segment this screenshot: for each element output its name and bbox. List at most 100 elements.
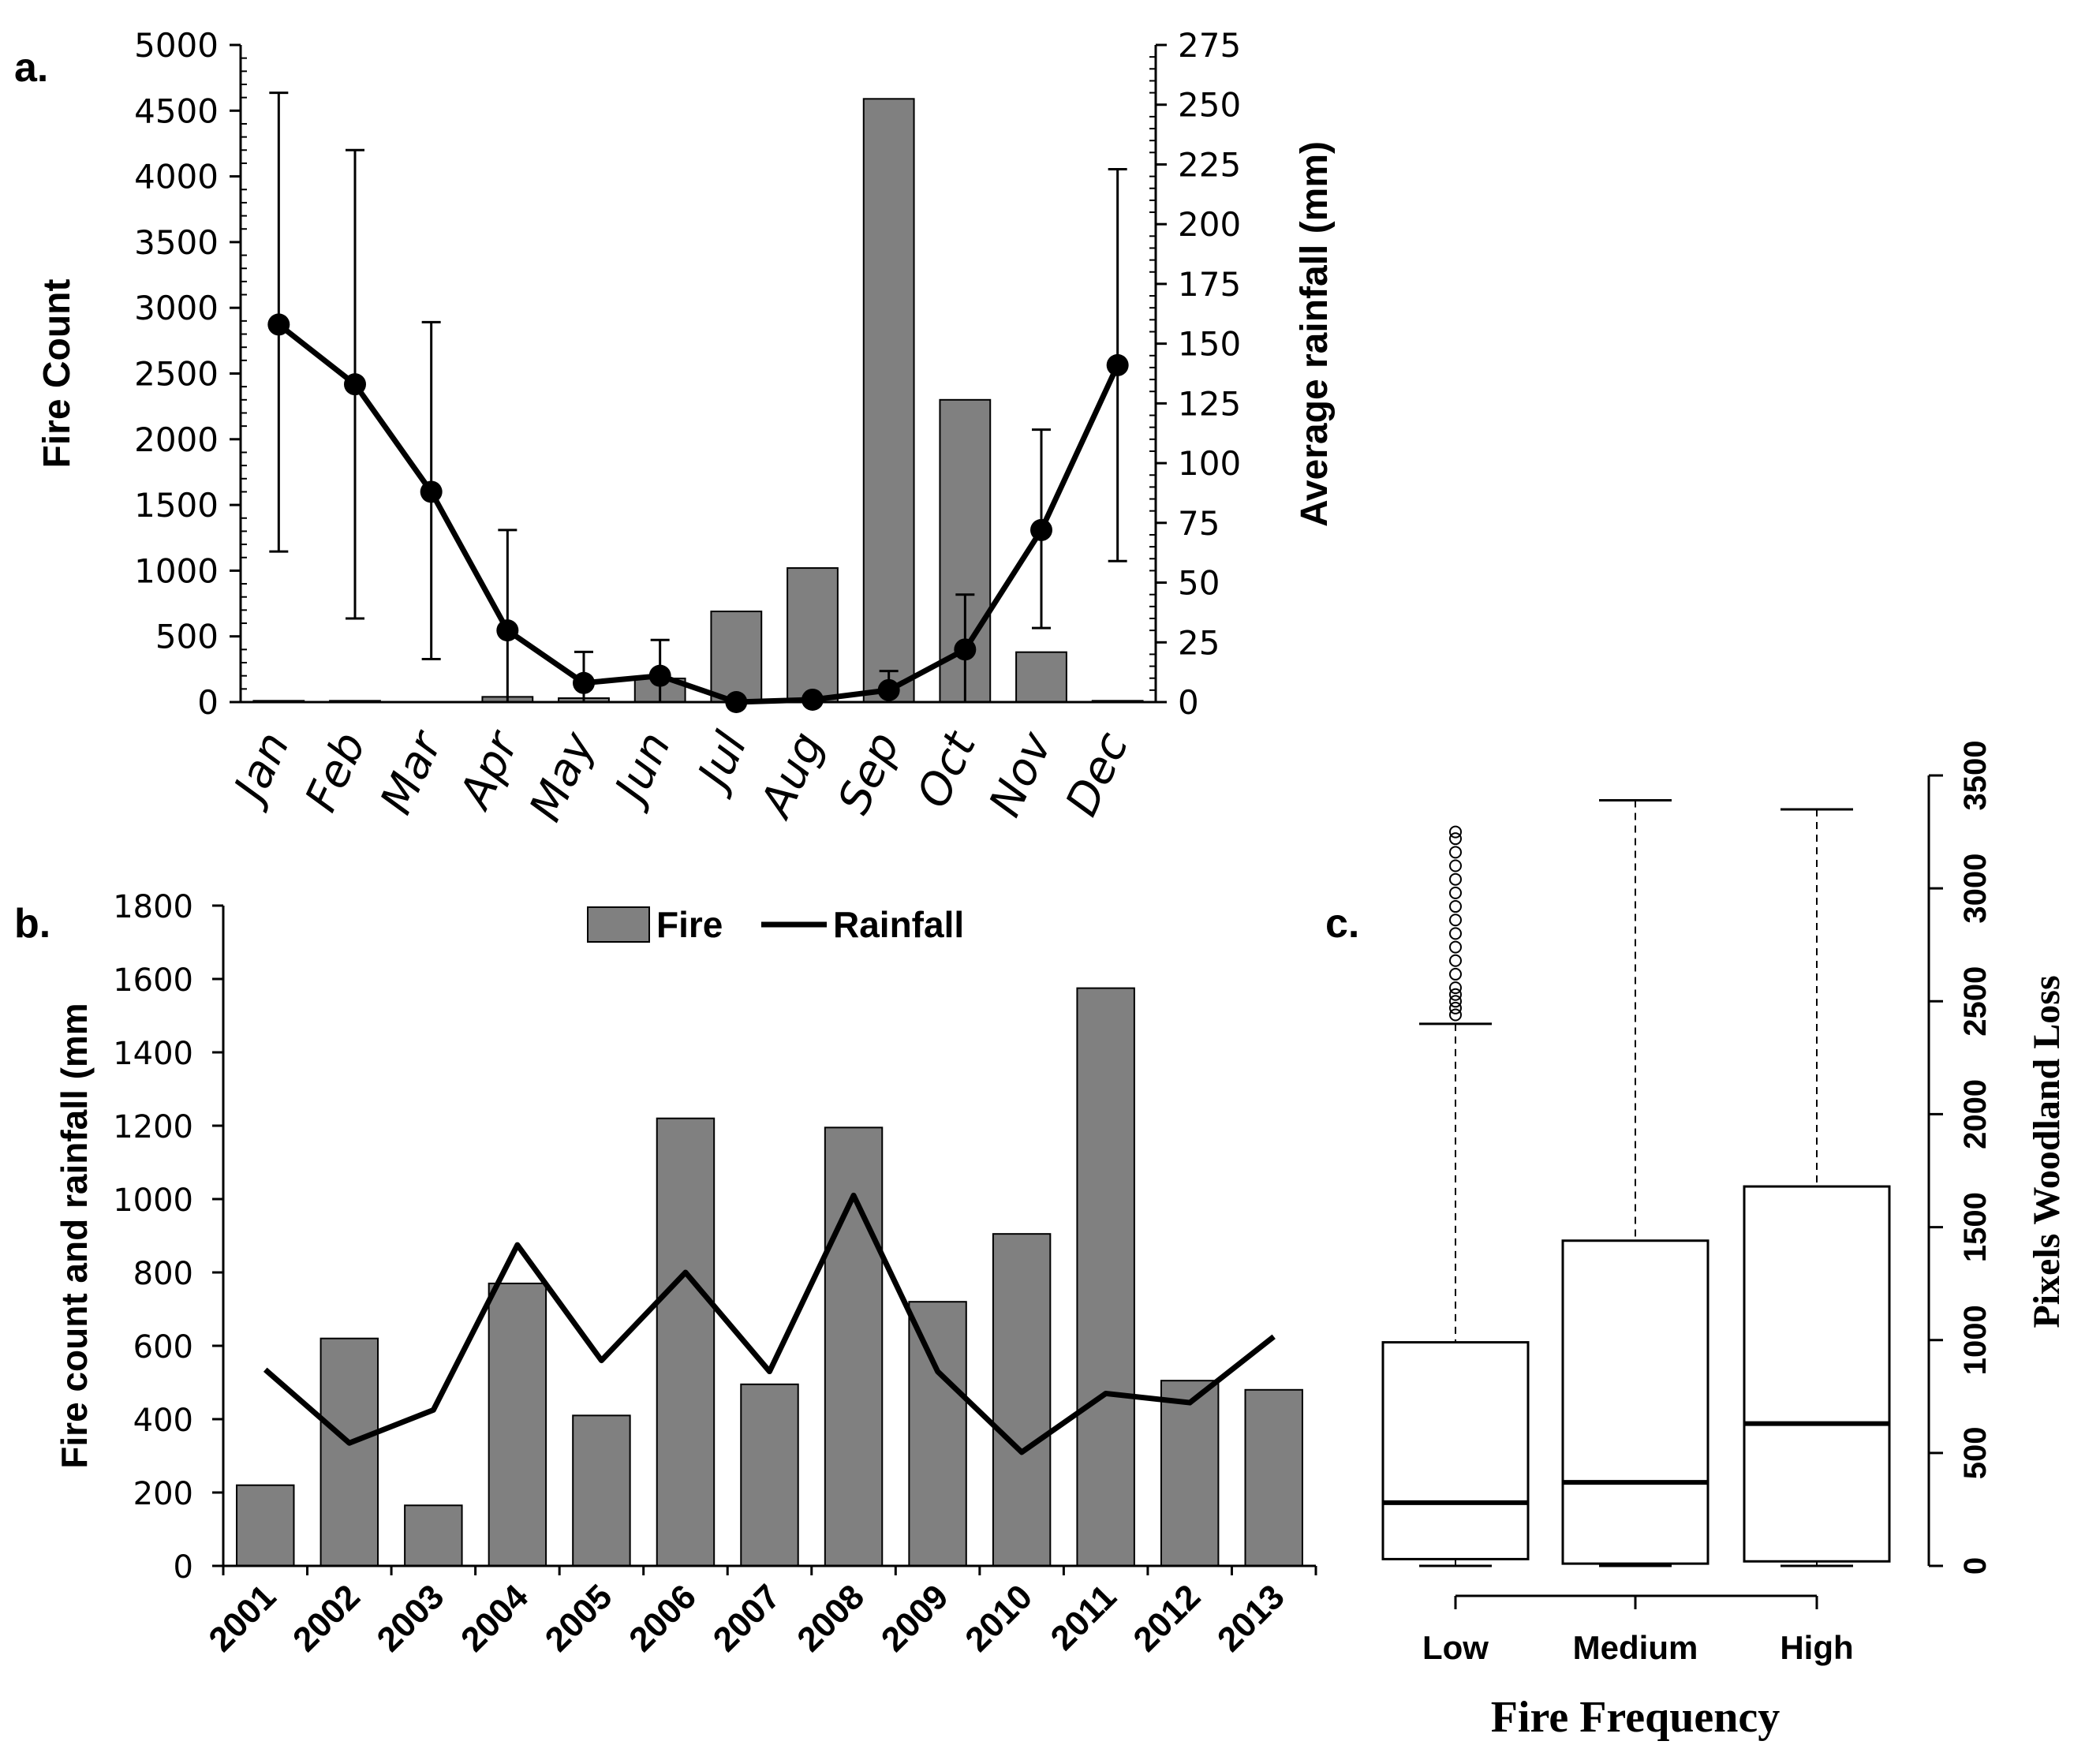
outlier-point-low	[1449, 981, 1462, 995]
right-y-tick-label: 175	[1178, 265, 1241, 304]
panel-c-chart: c. Low Medium High 0 500 1000 1500 2000 2500 3000 3…	[1325, 741, 2068, 1742]
rainfall-point-may	[573, 671, 595, 694]
left-y-tick-label: 2000	[134, 420, 219, 459]
fire-bar-2004	[488, 1282, 547, 1567]
x-category-label: Oct	[907, 723, 987, 816]
right-y-tick-label: 150	[1178, 325, 1241, 364]
box-high	[1743, 1185, 1891, 1563]
outlier-point-low	[1449, 995, 1462, 1008]
right-y-tick-label: 125	[1178, 384, 1241, 423]
x-year-label: 2002	[286, 1577, 368, 1659]
fire-bar-2012	[1160, 1380, 1220, 1567]
x-year-label: 2004	[454, 1577, 536, 1659]
y-tick-label: 1000	[1958, 1305, 1993, 1375]
fire-bar-2006	[656, 1117, 716, 1567]
outlier-point-low	[1449, 988, 1462, 1001]
x-category-label: Low	[1422, 1629, 1489, 1666]
rainfall-point-jul	[725, 691, 748, 713]
rainfall-point-jun	[648, 664, 671, 687]
panel-c-label: c.	[1325, 901, 1359, 947]
outlier-point-low	[1449, 886, 1462, 899]
outlier-point-low	[1449, 832, 1462, 846]
outlier-point-low	[1449, 927, 1462, 940]
fire-bar-2005	[572, 1414, 631, 1567]
x-year-label: 2007	[706, 1577, 788, 1659]
y-axis-title-right: Average rainfall (mm)	[1294, 141, 1336, 527]
y-axis-title: Fire Count	[36, 279, 78, 469]
fire-count-bar-aug	[787, 567, 839, 703]
x-category-label: Apr	[449, 723, 529, 818]
fire-count-bar-jul	[710, 611, 763, 704]
x-category-label: Jan	[221, 724, 300, 815]
panel-a-label: a.	[14, 45, 48, 91]
x-year-label: 2001	[201, 1577, 283, 1659]
panel-b-label: b.	[14, 901, 50, 947]
y-tick-label: 500	[1958, 1426, 1993, 1479]
outlier-point-low	[1449, 846, 1462, 859]
outlier-point-low	[1449, 954, 1462, 967]
right-y-tick-label: 250	[1178, 86, 1241, 125]
rainfall-line	[277, 322, 1120, 705]
x-year-label: 2010	[958, 1577, 1040, 1659]
fire-bar-2008	[824, 1126, 884, 1567]
outlier-point-low	[1449, 913, 1462, 927]
y-tick-label: 3000	[1958, 854, 1993, 924]
fire-count-bar-nov	[1015, 651, 1067, 704]
right-y-tick-label: 200	[1178, 205, 1241, 244]
x-category-label: Mar	[371, 723, 454, 822]
x-category-label: Jun	[602, 724, 681, 816]
left-y-tick-label: 5000	[134, 26, 219, 65]
left-y-tick-label: 1000	[134, 551, 219, 590]
rainfall-point-dec	[1106, 353, 1129, 376]
box-medium	[1561, 1239, 1710, 1565]
right-y-tick-label: 75	[1178, 504, 1220, 543]
fire-bar-2003	[404, 1504, 463, 1567]
rainfall-point-jan	[267, 313, 290, 336]
left-y-tick-label: 3000	[134, 289, 219, 327]
legend-rainfall-label: Rainfall	[833, 904, 964, 945]
y-tick-label: 1400	[113, 1036, 193, 1072]
fire-bar-2013	[1244, 1388, 1303, 1567]
outlier-point-low	[1449, 1008, 1462, 1022]
legend-fire-label: Fire	[656, 904, 723, 945]
y-tick-label: 0	[174, 1549, 193, 1586]
rainfall-point-oct	[954, 638, 977, 661]
rainfall-point-mar	[420, 480, 443, 503]
left-y-tick-label: 4000	[134, 158, 219, 196]
y-tick-label: 1500	[1958, 1192, 1993, 1262]
x-year-label: 2012	[1126, 1577, 1208, 1659]
x-category-label: Medium	[1573, 1629, 1698, 1666]
x-category-label: Jul	[685, 724, 757, 801]
y-tick-label: 3500	[1958, 741, 1993, 811]
rainfall-point-feb	[344, 373, 366, 396]
x-category-label: Sep	[828, 724, 910, 821]
right-y-tick-label: 225	[1178, 145, 1241, 184]
y-tick-label: 800	[133, 1256, 193, 1292]
right-y-tick-label: 0	[1178, 683, 1199, 722]
outlier-point-low	[1449, 967, 1462, 981]
fire-bar-2007	[740, 1383, 799, 1567]
outlier-point-low	[1449, 859, 1462, 872]
y-tick-label: 400	[133, 1403, 193, 1439]
y-tick-label: 1600	[113, 962, 193, 999]
x-category-label: May	[520, 724, 605, 829]
fire-bar-2001	[236, 1484, 295, 1567]
fire-bar-2011	[1076, 987, 1135, 1567]
x-year-label: 2013	[1210, 1577, 1292, 1659]
x-category-label: Dec	[1056, 724, 1139, 824]
outlier-point-low	[1449, 940, 1462, 954]
fire-bar-2010	[992, 1233, 1052, 1567]
y-tick-label: 2500	[1958, 966, 1993, 1037]
left-y-tick-label: 500	[155, 618, 219, 656]
x-axis-title: Fire Frequency	[1491, 1693, 1781, 1742]
x-year-label: 2005	[538, 1577, 620, 1659]
left-y-tick-label: 2500	[134, 355, 219, 394]
fire-bar-2002	[319, 1337, 379, 1567]
rainfall-point-aug	[802, 688, 824, 711]
rainfall-line	[263, 1192, 1276, 1455]
x-year-label: 2011	[1044, 1577, 1124, 1657]
x-year-label: 2009	[874, 1577, 956, 1659]
legend-fire-swatch	[587, 906, 650, 943]
